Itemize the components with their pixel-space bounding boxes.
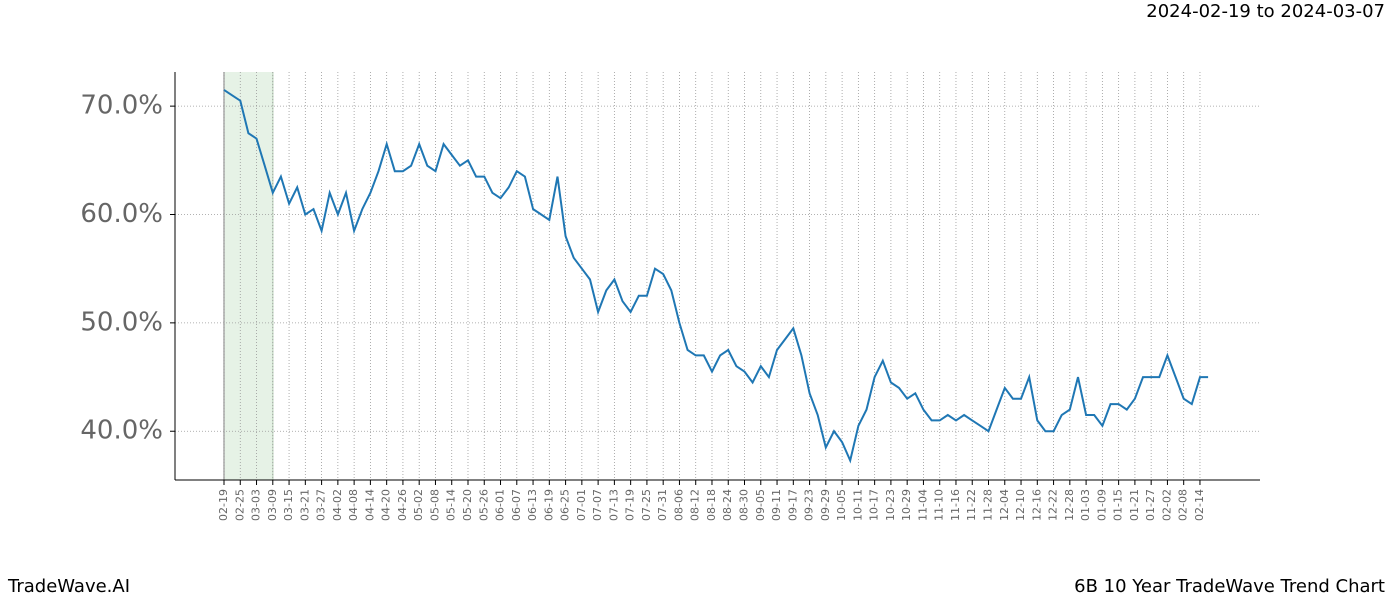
- x-tick-label: 02-02: [1160, 489, 1173, 521]
- x-tick-label: 06-13: [526, 489, 539, 521]
- y-tick-label: 40.0%: [80, 416, 163, 446]
- x-tick-label: 07-25: [640, 489, 653, 521]
- x-tick-label: 07-07: [591, 489, 604, 521]
- x-tick-label: 03-15: [282, 489, 295, 521]
- x-tick-label: 10-29: [900, 489, 913, 521]
- x-tick-label: 04-14: [363, 489, 376, 521]
- x-tick-label: 01-27: [1144, 489, 1157, 521]
- x-tick-label: 06-07: [510, 489, 523, 521]
- x-tick-label: 11-28: [982, 489, 995, 521]
- x-tick-label: 09-29: [819, 489, 832, 521]
- brand: TradeWave.AI: [7, 576, 130, 597]
- x-tick-label: 08-06: [672, 489, 685, 521]
- x-tick-label: 07-01: [575, 489, 588, 521]
- highlight-band: [224, 72, 273, 480]
- x-tick-label: 01-03: [1079, 489, 1092, 521]
- x-tick-label: 11-22: [965, 489, 978, 521]
- x-tick-label: 08-24: [721, 489, 734, 521]
- x-tick-label: 09-23: [803, 489, 816, 521]
- x-tick-label: 10-23: [884, 489, 897, 521]
- x-tick-label: 10-17: [868, 489, 881, 521]
- x-tick-label: 03-09: [266, 489, 279, 521]
- x-tick-label: 11-04: [916, 489, 929, 521]
- x-tick-label: 02-08: [1177, 489, 1190, 521]
- x-tick-label: 04-26: [396, 489, 409, 521]
- x-tick-label: 12-04: [998, 489, 1011, 521]
- chart-caption: 6B 10 Year TradeWave Trend Chart: [1074, 576, 1385, 597]
- x-tick-label: 11-16: [949, 489, 962, 521]
- x-tick-label: 09-05: [754, 489, 767, 521]
- x-tick-label: 04-02: [331, 489, 344, 521]
- date-range: 2024-02-19 to 2024-03-07: [1146, 1, 1385, 22]
- x-tick-label: 07-13: [607, 489, 620, 521]
- x-tick-label: 08-12: [689, 489, 702, 521]
- x-tick-label: 06-01: [494, 489, 507, 521]
- x-tick-label: 08-30: [738, 489, 751, 521]
- x-tick-label: 02-14: [1193, 489, 1206, 521]
- x-tick-label: 03-03: [250, 489, 263, 521]
- x-tick-label: 05-02: [412, 489, 425, 521]
- x-tick-label: 09-11: [770, 489, 783, 521]
- x-tick-label: 07-19: [624, 489, 637, 521]
- x-tick-label: 05-26: [477, 489, 490, 521]
- x-tick-label: 10-05: [835, 489, 848, 521]
- x-tick-label: 08-18: [705, 489, 718, 521]
- x-tick-label: 04-20: [380, 489, 393, 521]
- x-tick-label: 10-11: [851, 489, 864, 521]
- y-tick-label: 60.0%: [80, 199, 163, 229]
- x-tick-label: 12-22: [1047, 489, 1060, 521]
- x-tick-label: 07-31: [656, 489, 669, 521]
- x-tick-label: 05-14: [445, 489, 458, 521]
- x-tick-label: 12-10: [1014, 489, 1027, 521]
- x-tick-label: 03-27: [315, 489, 328, 521]
- x-tick-label: 01-09: [1095, 489, 1108, 521]
- x-tick-label: 05-08: [428, 489, 441, 521]
- y-tick-label: 70.0%: [80, 91, 163, 121]
- x-tick-label: 12-16: [1030, 489, 1043, 521]
- x-tick-label: 06-19: [542, 489, 555, 521]
- x-tick-label: 09-17: [786, 489, 799, 521]
- x-tick-label: 11-10: [933, 489, 946, 521]
- x-tick-label: 01-15: [1112, 489, 1125, 521]
- y-tick-label: 50.0%: [80, 307, 163, 337]
- x-tick-label: 05-20: [461, 489, 474, 521]
- x-tick-label: 03-21: [298, 489, 311, 521]
- x-tick-label: 01-21: [1128, 489, 1141, 521]
- x-tick-label: 06-25: [559, 489, 572, 521]
- x-tick-label: 02-25: [233, 489, 246, 521]
- x-tick-label: 04-08: [347, 489, 360, 521]
- x-tick-label: 02-19: [217, 489, 230, 521]
- data-line: [223, 89, 1209, 464]
- x-tick-label: 12-28: [1063, 489, 1076, 521]
